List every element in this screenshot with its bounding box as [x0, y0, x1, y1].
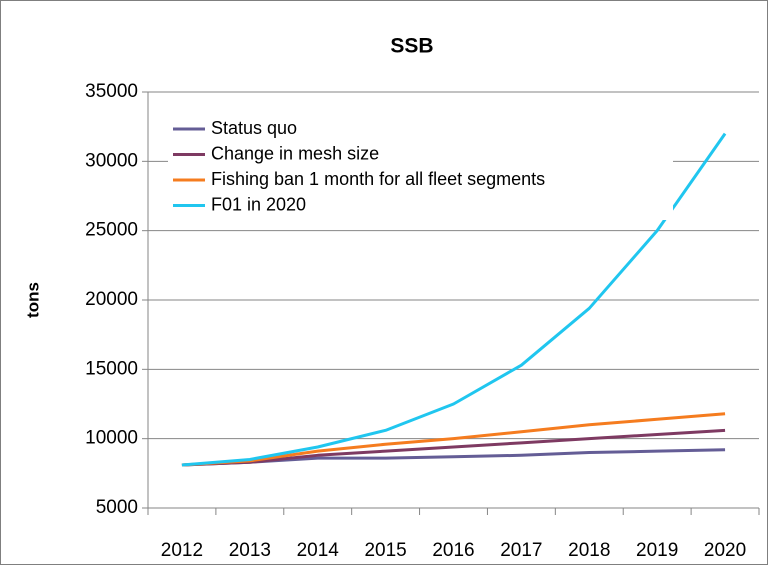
legend-label: Status quo	[211, 118, 297, 138]
legend-label: F01 in 2020	[211, 194, 306, 214]
y-axis-label: tons	[23, 282, 42, 318]
y-tick-label: 5000	[96, 497, 138, 518]
chart-title: SSB	[390, 35, 433, 58]
series-lines	[181, 132, 727, 467]
series-line	[181, 428, 726, 467]
y-tick-label: 30000	[85, 150, 138, 171]
x-tick-label: 2015	[364, 540, 406, 561]
x-tick-label: 2014	[297, 540, 340, 561]
legend-box	[168, 116, 673, 220]
series-line	[181, 132, 727, 467]
legend-label: Change in mesh size	[211, 143, 379, 163]
x-tick-label: 2013	[229, 540, 271, 561]
x-tick-label: 2019	[636, 540, 678, 561]
y-tick-label: 15000	[85, 358, 138, 379]
series-line	[181, 412, 726, 467]
y-tick-label: 35000	[85, 81, 138, 102]
x-tick-label: 2020	[704, 540, 746, 561]
x-tick-label: 2017	[500, 540, 542, 561]
legend-label: Fishing ban 1 month for all fleet segmen…	[211, 169, 545, 189]
x-tick-label: 2018	[568, 540, 610, 561]
y-tick-label: 20000	[85, 289, 138, 310]
y-tick-label: 10000	[85, 428, 138, 449]
x-tick-label: 2016	[432, 540, 474, 561]
y-tick-label: 25000	[85, 220, 138, 241]
x-tick-label: 2012	[161, 540, 203, 561]
legend: Status quo Change in mesh size Fishing ban…	[168, 116, 673, 220]
